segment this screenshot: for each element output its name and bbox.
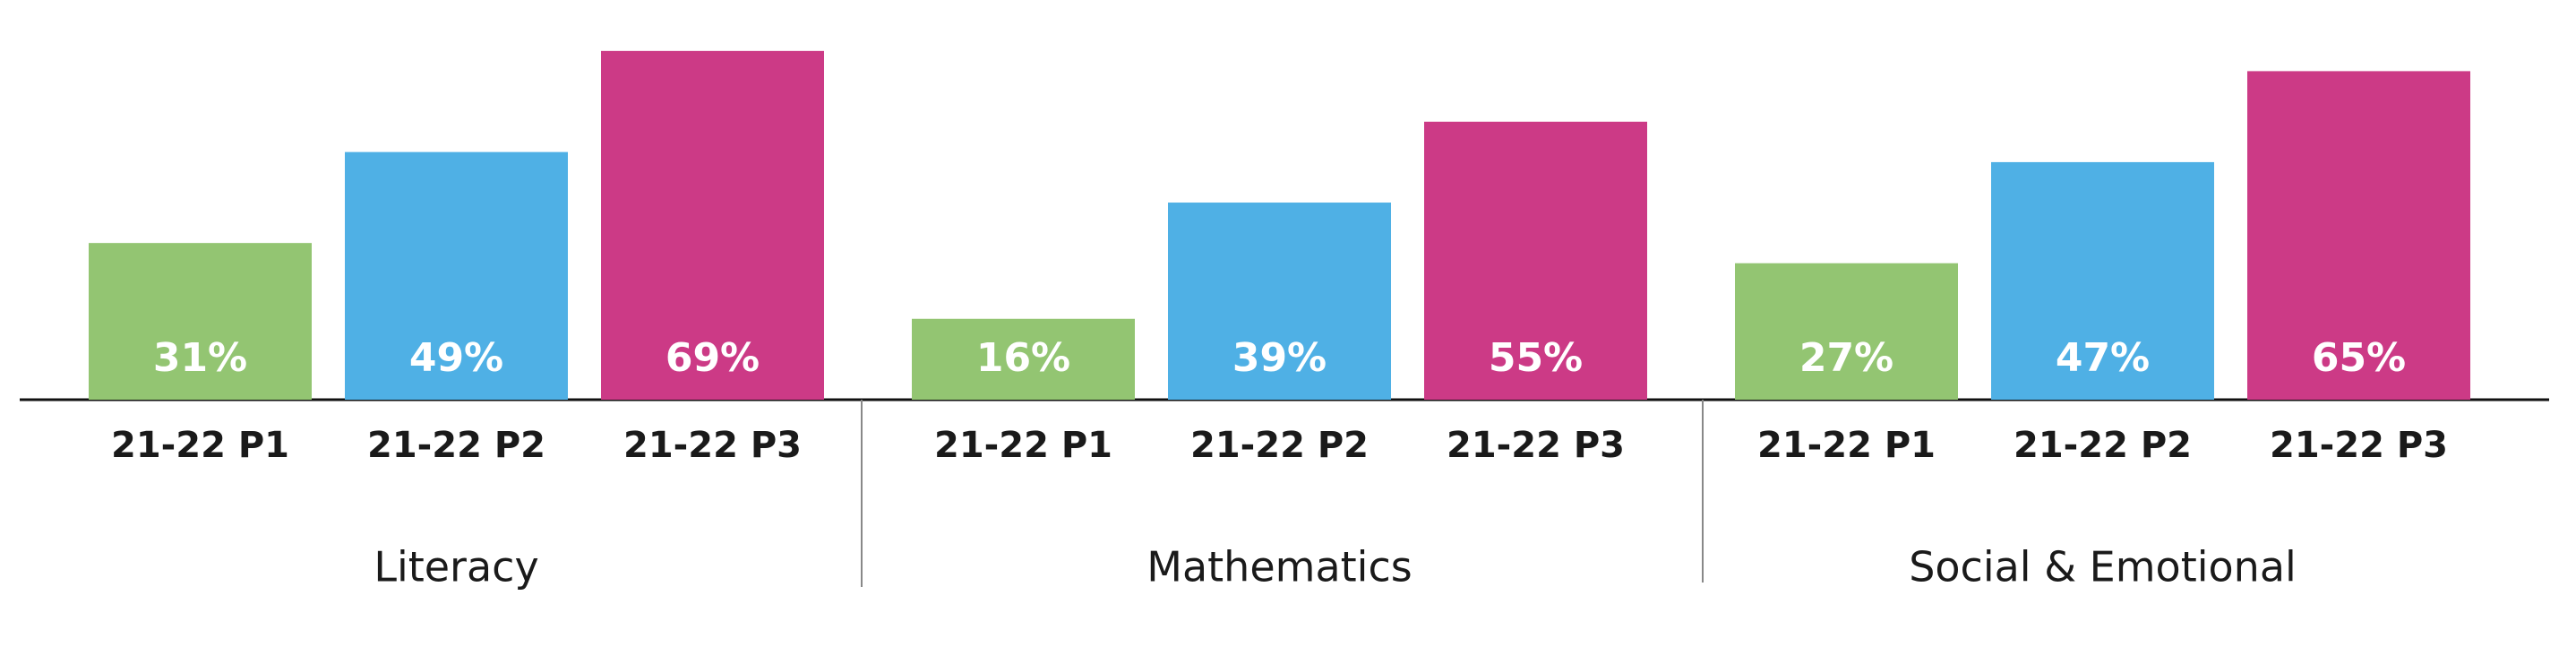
bar xyxy=(1424,121,1647,401)
bar xyxy=(1991,161,2214,401)
category-label: 21-22 P3 xyxy=(623,425,802,466)
bar xyxy=(2247,71,2470,401)
value-label: 55% xyxy=(1489,335,1583,381)
category-label: 21-22 P2 xyxy=(1190,425,1369,466)
category-label: 21-22 P2 xyxy=(2014,425,2192,466)
bar xyxy=(601,50,824,401)
bar xyxy=(89,243,312,400)
category-label: 21-22 P2 xyxy=(367,425,545,466)
bar xyxy=(345,151,568,400)
bar xyxy=(1168,203,1391,400)
value-label: 47% xyxy=(2056,335,2150,381)
category-label: 21-22 P1 xyxy=(934,425,1112,466)
value-label: 39% xyxy=(1232,335,1327,381)
bar xyxy=(1735,263,1958,400)
bar xyxy=(912,318,1135,400)
value-label: 65% xyxy=(2312,335,2406,381)
category-label: 21-22 P3 xyxy=(1447,425,1625,466)
value-label: 69% xyxy=(665,335,760,381)
category-label: 21-22 P1 xyxy=(111,425,289,466)
group-label: Social & Emotional xyxy=(1909,543,2297,591)
value-label: 16% xyxy=(976,335,1070,381)
value-label: 31% xyxy=(153,335,247,381)
group-label: Literacy xyxy=(374,543,538,591)
value-label: 27% xyxy=(1799,335,1893,381)
category-label: 21-22 P3 xyxy=(2270,425,2448,466)
value-label: 49% xyxy=(409,335,503,381)
category-label: 21-22 P1 xyxy=(1757,425,1936,466)
group-label: Mathematics xyxy=(1146,543,1412,591)
